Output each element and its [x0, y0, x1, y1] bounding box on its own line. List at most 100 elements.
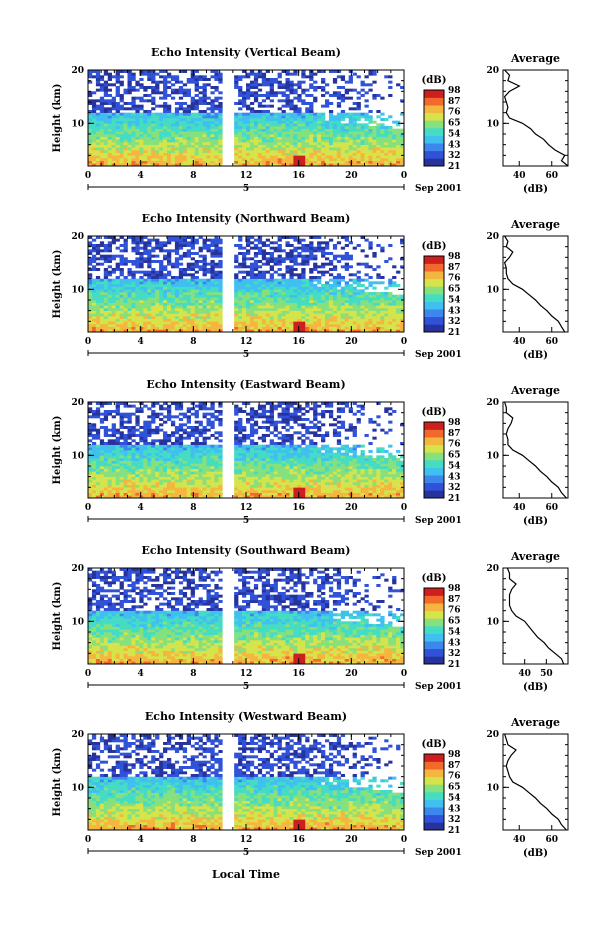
heatmap-cell: [238, 115, 243, 119]
heatmap-cell: [190, 268, 195, 271]
heatmap-cell: [91, 110, 97, 113]
heatmap-cell: [376, 273, 381, 277]
heatmap-cell: [261, 110, 267, 113]
heatmap-cell: [305, 329, 310, 333]
heatmap-cell: [234, 75, 239, 79]
heatmap-cell: [317, 297, 322, 301]
heatmap-cell: [289, 329, 294, 333]
heatmap-cell: [115, 289, 120, 293]
heatmap-cell: [190, 318, 195, 322]
heatmap-cell: [155, 86, 160, 89]
heatmap-cell: [210, 238, 215, 242]
heatmap-cell: [151, 492, 156, 496]
heatmap-cell: [123, 120, 128, 124]
heatmap-cell: [174, 262, 180, 266]
heatmap-cell: [182, 128, 188, 132]
heatmap-cell: [119, 412, 124, 416]
heatmap-cell: [170, 115, 176, 119]
heatmap-cell: [91, 310, 97, 314]
heatmap-cell: [293, 96, 298, 100]
heatmap-cell: [214, 112, 219, 116]
heatmap-cell: [107, 142, 112, 145]
heatmap-cell: [376, 281, 381, 285]
heatmap-cell: [178, 150, 184, 153]
heatmap-cell: [88, 241, 93, 245]
heatmap-cell: [301, 120, 306, 124]
heatmap-cell: [372, 139, 377, 143]
heatmap-cell: [155, 83, 160, 87]
heatmap-cell: [170, 276, 176, 279]
heatmap-cell: [123, 91, 128, 95]
heatmap-cell: [190, 324, 195, 327]
heatmap-cell: [91, 442, 97, 445]
heatmap-cell: [186, 115, 191, 119]
heatmap-cell: [301, 270, 306, 274]
heatmap-cell: [159, 305, 164, 309]
heatmap-cell: [253, 324, 259, 327]
heatmap-cell: [273, 281, 278, 285]
heatmap-cell: [218, 104, 223, 108]
heatmap-cell: [111, 450, 116, 453]
heatmap-cell: [368, 276, 373, 279]
heatmap-cell: [210, 163, 215, 167]
heatmap-cell: [194, 241, 199, 245]
heatmap-cell: [107, 294, 112, 298]
heatmap-cell: [119, 431, 124, 435]
heatmap-cell: [352, 316, 357, 319]
heatmap-cell: [210, 260, 215, 263]
heatmap-cell: [273, 134, 278, 137]
heatmap-cell: [332, 326, 338, 330]
heatmap-cell: [194, 270, 199, 274]
heatmap-cell: [246, 238, 251, 242]
heatmap-cell: [317, 265, 322, 269]
heatmap-cell: [234, 318, 239, 322]
heatmap-cell: [178, 134, 184, 137]
heatmap-cell: [194, 70, 199, 73]
heatmap-cell: [301, 310, 306, 314]
heatmap-cell: [214, 136, 219, 140]
heatmap-cell: [111, 238, 116, 242]
heatmap-cell: [143, 160, 148, 164]
heatmap-cell: [103, 450, 109, 453]
heatmap-cell: [131, 102, 136, 105]
heatmap-cell: [178, 313, 184, 317]
heatmap-cell: [167, 136, 172, 140]
heatmap-cell: [317, 115, 322, 119]
heatmap-cell: [143, 120, 148, 124]
heatmap-cell: [273, 80, 278, 84]
heatmap-cell: [309, 128, 314, 132]
heatmap-cell: [163, 321, 168, 325]
heatmap-cell: [170, 155, 176, 159]
colorbar-swatch: [424, 309, 444, 318]
colorbar-tick-label: 98: [448, 86, 461, 96]
heatmap-cell: [332, 278, 338, 282]
heatmap-cell: [242, 102, 247, 105]
heatmap-cell: [119, 75, 124, 79]
heatmap-cell: [368, 244, 373, 247]
heatmap-cell: [174, 249, 180, 253]
heatmap-cell: [167, 120, 172, 124]
heatmap-cell: [285, 244, 290, 247]
heatmap-cell: [123, 134, 128, 137]
heatmap-cell: [273, 150, 278, 153]
heatmap-cell: [178, 104, 184, 108]
heatmap-cell: [131, 270, 136, 274]
heatmap-cell: [257, 321, 263, 325]
heatmap-cell: [242, 134, 247, 137]
heatmap-cell: [99, 476, 105, 480]
heatmap-cell: [372, 150, 377, 153]
heatmap-cell: [285, 286, 290, 290]
heatmap-cell: [242, 252, 247, 255]
heatmap-cell: [119, 463, 124, 467]
heatmap-cell: [163, 86, 168, 89]
heatmap-cell: [285, 158, 290, 161]
heatmap-cell: [115, 313, 120, 317]
heatmap-cell: [163, 139, 168, 143]
heatmap-cell: [309, 281, 314, 285]
heatmap-cell: [305, 160, 310, 164]
heatmap-cell: [103, 70, 109, 73]
heatmap-cell: [111, 468, 116, 472]
heatmap-cell: [174, 292, 180, 295]
heatmap-cell: [265, 310, 270, 314]
heatmap-cell: [131, 463, 136, 467]
